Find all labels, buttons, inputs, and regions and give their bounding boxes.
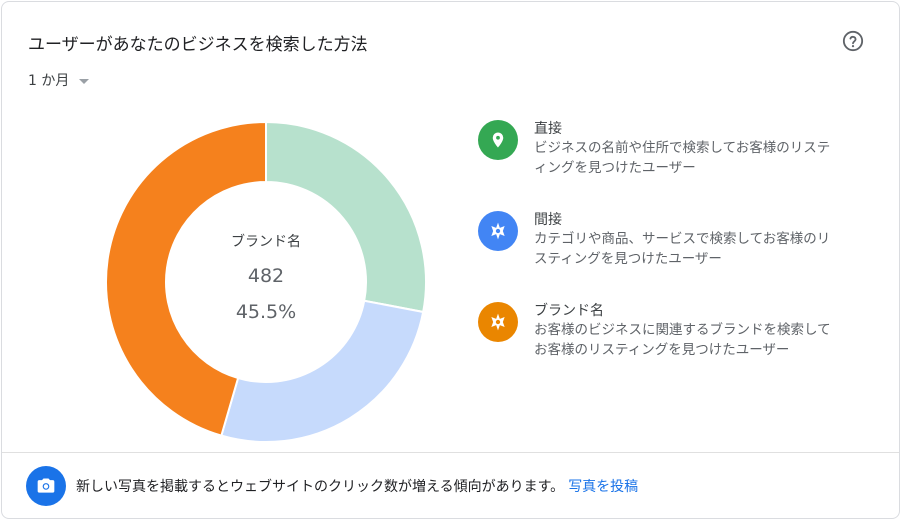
footer-tip: 新しい写真を掲載するとウェブサイトのクリック数が増える傾向があります。 写真を投… — [26, 466, 638, 506]
center-percent: 45.5% — [235, 301, 297, 323]
legend-name: ブランド名 — [534, 303, 604, 319]
compass-icon — [478, 211, 518, 251]
caret-down-icon — [79, 78, 90, 84]
legend-name: 直接 — [534, 121, 562, 137]
legend-item-brand: ブランド名 お客様のビジネスに関連するブランドを検索してお客様のリスティングを見… — [478, 302, 834, 360]
center-label: ブランド名 — [231, 234, 301, 250]
legend-item-direct: 直接 ビジネスの名前や住所で検索してお客様のリスティングを見つけたユーザー — [478, 120, 834, 178]
legend-desc: お客様のビジネスに関連するブランドを検索してお客様のリスティングを見つけたユーザ… — [534, 322, 831, 358]
donut-center: ブランド名 482 45.5% — [166, 231, 366, 323]
donut-slice-0[interactable] — [265, 120, 427, 314]
camera-icon — [26, 466, 66, 506]
legend-item-indirect: 間接 カテゴリや商品、サービスで検索してお客様のリスティングを見つけたユーザー — [478, 211, 834, 269]
legend-desc: カテゴリや商品、サービスで検索してお客様のリスティングを見つけたユーザー — [534, 231, 831, 267]
compass-icon — [478, 302, 518, 342]
donut-chart — [105, 120, 427, 443]
footer-message: 新しい写真を掲載するとウェブサイトのクリック数が増える傾向があります。 — [76, 479, 565, 495]
footer-divider — [2, 452, 899, 453]
help-icon[interactable] — [842, 30, 864, 52]
legend-name: 間接 — [534, 212, 562, 228]
period-label: 1 か月 — [28, 73, 70, 89]
center-value: 482 — [247, 265, 285, 287]
map-pin-icon — [478, 120, 518, 160]
post-photo-link[interactable]: 写真を投稿 — [568, 479, 639, 495]
card-title: ユーザーがあなたのビジネスを検索した方法 — [28, 35, 368, 55]
donut-slice-2[interactable] — [105, 120, 267, 437]
legend-desc: ビジネスの名前や住所で検索してお客様のリスティングを見つけたユーザー — [534, 140, 831, 176]
period-dropdown[interactable]: 1 か月 — [28, 70, 90, 90]
donut-slice-1[interactable] — [220, 299, 425, 443]
